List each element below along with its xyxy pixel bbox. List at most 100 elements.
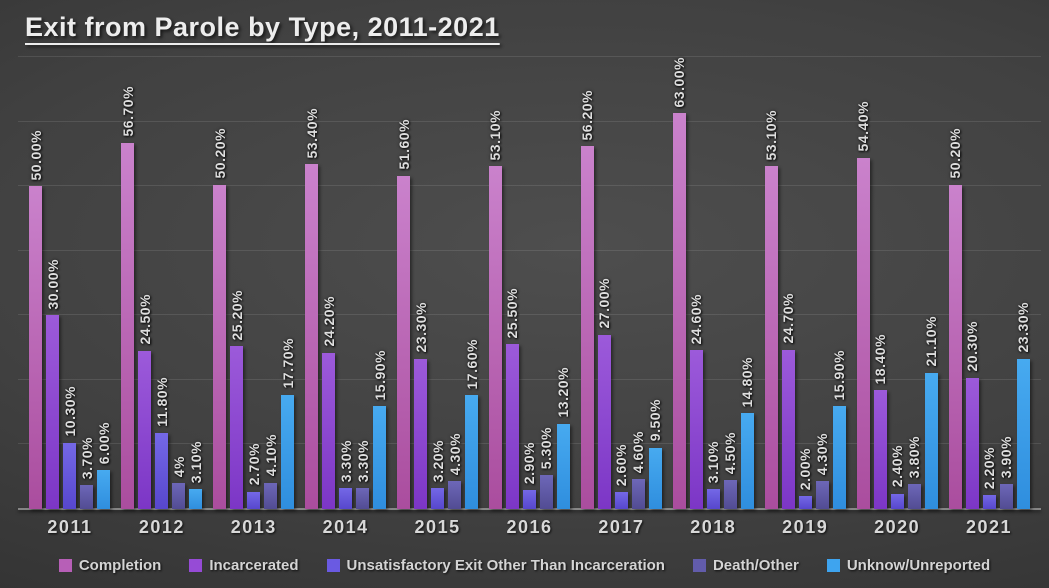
bar-2019-unsatisfactory-exit-other-than-incarceration <box>798 496 812 509</box>
bar-col: 25.50% <box>504 57 520 509</box>
bar-2018-death-other <box>723 479 737 509</box>
x-axis-label-2017: 2017 <box>598 517 645 537</box>
bar-col: 23.30% <box>413 57 429 509</box>
bar-2021-unsatisfactory-exit-other-than-incarceration <box>982 494 996 509</box>
bar-2014-unsatisfactory-exit-other-than-incarceration <box>339 487 353 509</box>
x-axis-label-2014: 2014 <box>322 517 369 537</box>
bar-col: 10.30% <box>61 57 78 509</box>
bar-2018-unknow-unreported <box>740 413 754 509</box>
bar-col: 50.20% <box>211 57 228 509</box>
bar-2012-unknow-unreported <box>189 488 203 509</box>
gridline-10 <box>18 443 1041 445</box>
legend-label: Unknow/Unreported <box>846 557 991 574</box>
bar-2017-death-other <box>631 479 645 509</box>
bar-col: 56.20% <box>579 57 595 509</box>
data-label: 51.60% <box>395 119 412 170</box>
data-label: 25.20% <box>228 289 245 341</box>
data-label: 17.60% <box>463 338 480 390</box>
bar-col: 3.30% <box>354 57 371 509</box>
bar-col: 3.80% <box>906 57 922 509</box>
data-label: 18.40% <box>872 333 889 385</box>
bar-2016-completion <box>488 166 502 509</box>
data-label: 4.30% <box>814 433 831 476</box>
data-label: 3.90% <box>998 435 1015 478</box>
chart-title: Exit from Parole by Type, 2011-2021 <box>25 12 500 42</box>
bar-col: 14.80% <box>739 57 756 509</box>
bar-col: 2.40% <box>889 57 906 509</box>
legend-label: Completion <box>78 557 162 574</box>
x-axis-label-2011: 2011 <box>47 517 93 537</box>
bar-2019-completion <box>764 166 778 509</box>
bar-col: 18.40% <box>872 57 889 509</box>
bar-col: 24.20% <box>320 57 337 509</box>
data-label: 24.50% <box>136 294 153 345</box>
bar-2013-incarcerated <box>230 346 244 509</box>
legend-label: Death/Other <box>712 557 799 574</box>
bar-col: 3.90% <box>998 57 1015 509</box>
data-label: 24.20% <box>320 296 337 347</box>
x-axis-labels: 2011 2012 2013 2014 2015 2016 2017 2018 2019 2020… <box>18 517 1041 538</box>
bar-2015-incarcerated <box>414 358 428 509</box>
bar-col: 4.60% <box>630 57 646 509</box>
bar-2019-incarcerated <box>781 349 795 509</box>
data-label: 3.30% <box>354 439 371 482</box>
bar-2012-unsatisfactory-exit-other-than-incarceration <box>155 432 169 509</box>
bar-col: 53.40% <box>304 57 320 509</box>
data-label: 6.00% <box>95 422 112 465</box>
bar-col: 2.20% <box>981 57 998 509</box>
bar-col: 17.70% <box>280 57 296 509</box>
bar-col: 53.10% <box>763 57 779 509</box>
legend-label: Unsatisfactory Exit Other Than Incarcera… <box>346 557 665 574</box>
data-label: 15.90% <box>831 349 848 401</box>
data-label: 3.10% <box>187 440 204 483</box>
bar-col: 3.10% <box>187 57 204 509</box>
bar-2021-unknow-unreported <box>1016 358 1030 509</box>
data-label: 14.80% <box>739 356 756 408</box>
bar-2011-incarcerated <box>46 315 60 509</box>
bar-2011-death-other <box>80 485 94 509</box>
bar-2014-incarcerated <box>322 352 336 509</box>
data-label: 21.10% <box>923 316 940 367</box>
bar-2016-unsatisfactory-exit-other-than-incarceration <box>522 490 536 509</box>
bar-2014-death-other <box>356 487 370 509</box>
bar-2019-unknow-unreported <box>832 406 846 509</box>
x-axis-label-2020: 2020 <box>874 517 921 537</box>
bar-group-2018: 63.00% 24.60% 3.10% 4.50% 14.80% <box>667 57 759 509</box>
bar-col: 63.00% <box>671 57 687 509</box>
bar-col: 6.00% <box>95 57 112 509</box>
bar-col: 13.20% <box>555 57 571 509</box>
legend-item-incarcerated: Incarcerated <box>189 557 299 574</box>
bar-group-2020: 54.40% 18.40% 2.40% 3.80% 21.10% <box>851 57 943 509</box>
data-label: 10.30% <box>61 386 78 437</box>
data-label: 53.10% <box>487 109 504 161</box>
bar-2016-unknow-unreported <box>556 423 570 509</box>
bar-col: 3.10% <box>705 57 721 509</box>
bar-col: 20.30% <box>964 57 980 509</box>
bar-2021-completion <box>948 184 962 509</box>
data-label: 2.20% <box>981 446 998 489</box>
data-label: 2.40% <box>889 445 906 488</box>
data-label: 15.90% <box>371 349 388 401</box>
bar-2012-incarcerated <box>138 350 152 509</box>
bar-2013-death-other <box>264 482 278 509</box>
bar-2015-completion <box>397 175 411 509</box>
legend-swatch-icon <box>692 559 706 572</box>
data-label: 50.20% <box>211 128 228 179</box>
x-axis-label-2018: 2018 <box>690 517 737 537</box>
bar-col: 24.60% <box>688 57 704 509</box>
bar-col: 15.90% <box>831 57 848 509</box>
x-axis-label-2016: 2016 <box>506 517 553 537</box>
data-label: 56.70% <box>119 86 136 137</box>
bar-col: 5.30% <box>538 57 554 509</box>
bar-group-2014: 53.40% 24.20% 3.30% 3.30% 15.90% <box>300 57 392 509</box>
gridline-50 <box>18 185 1041 187</box>
bar-2014-unknow-unreported <box>373 406 387 509</box>
bar-col: 4.10% <box>263 57 279 509</box>
gridline-30 <box>18 314 1041 316</box>
bar-2012-death-other <box>172 483 186 509</box>
bar-2018-unsatisfactory-exit-other-than-incarceration <box>706 488 720 509</box>
bar-col: 24.50% <box>136 57 153 509</box>
data-label: 23.30% <box>1015 302 1032 353</box>
legend-swatch-icon <box>189 559 203 572</box>
legend-label: Incarcerated <box>209 557 299 574</box>
